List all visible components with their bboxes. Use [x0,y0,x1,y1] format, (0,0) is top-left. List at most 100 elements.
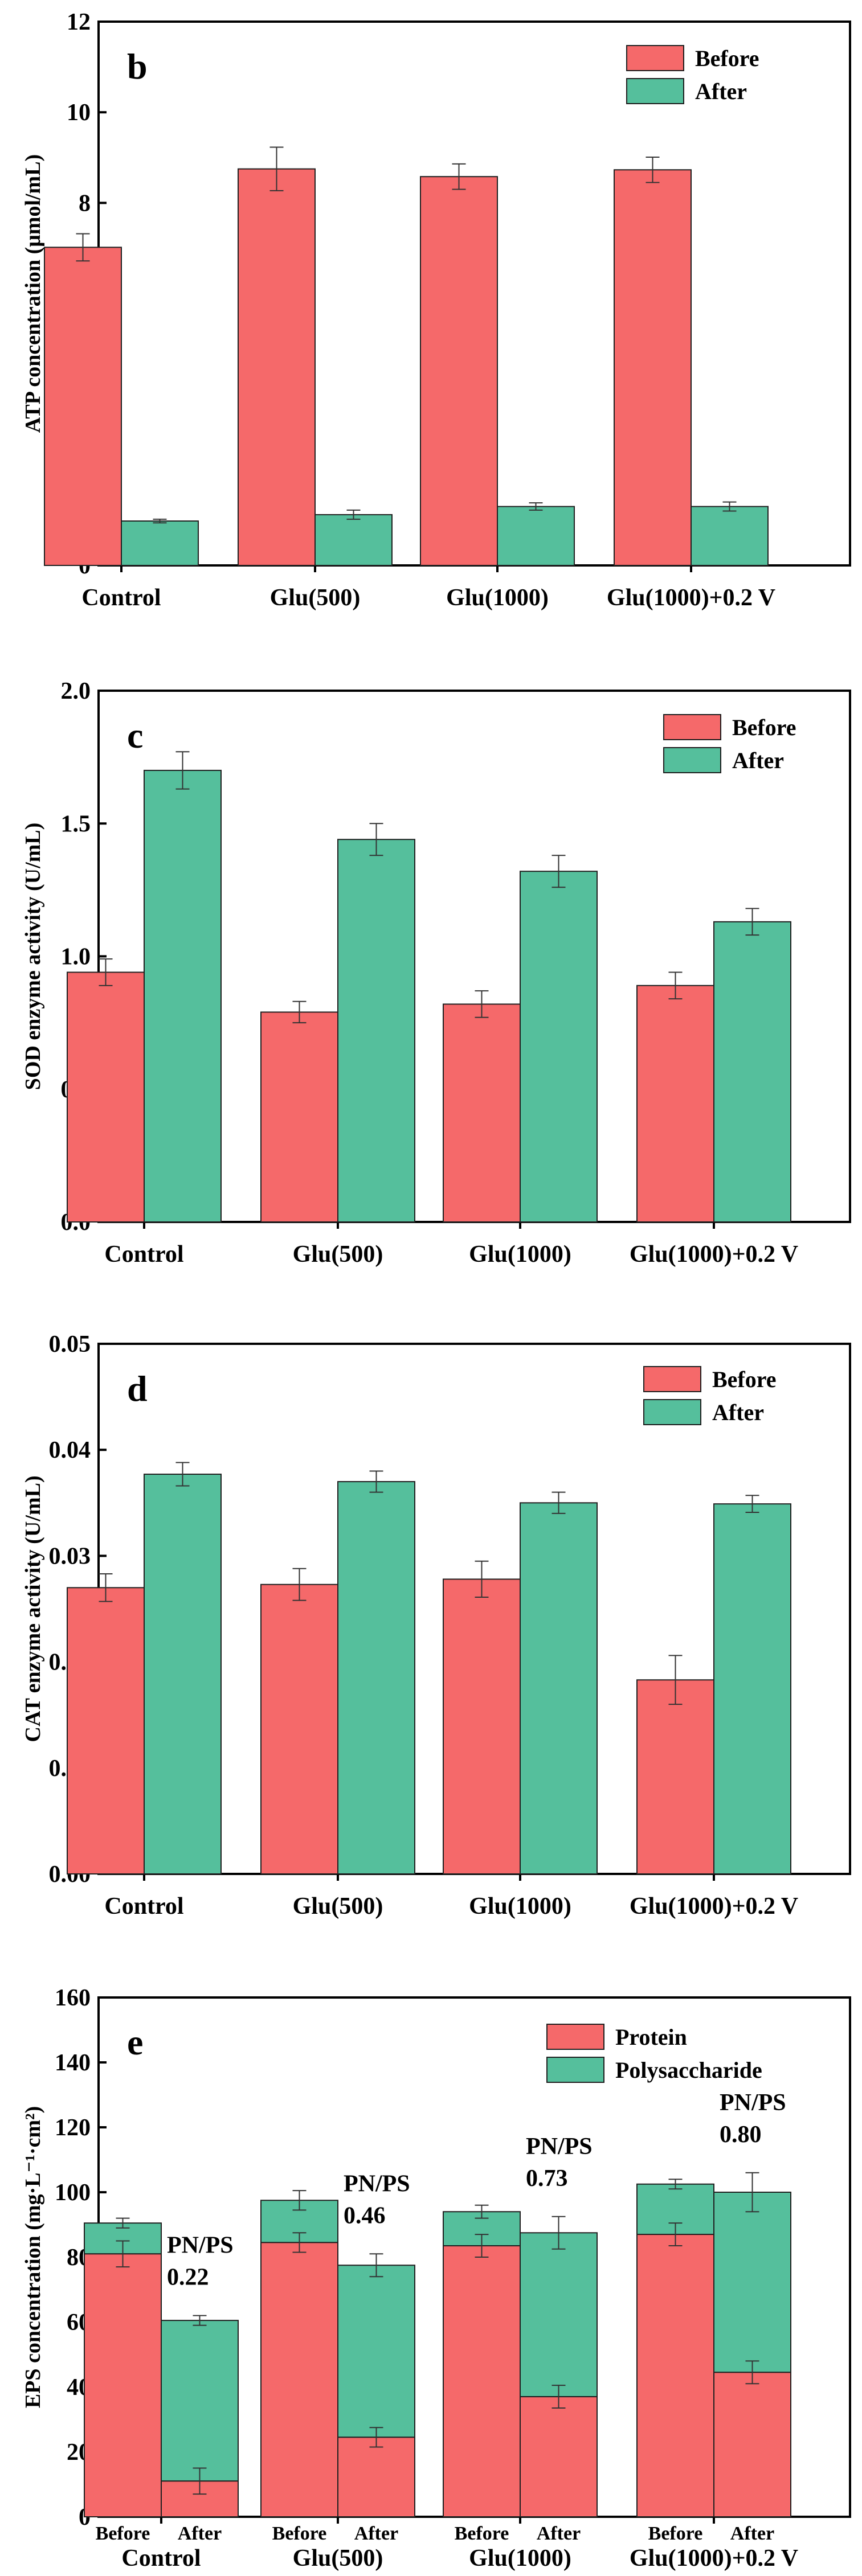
bar-before [443,1003,521,1223]
x-sub-label: Before [455,2523,509,2544]
x-category-label: Glu(1000) [446,585,549,611]
bar-polysaccharide-after [520,2232,598,2398]
bar-polysaccharide-after [337,2265,415,2438]
bar-before [636,1679,714,1874]
bar-polysaccharide-after [713,2192,791,2373]
y-tick-label: 2.0 [61,678,91,704]
bar-before [420,176,498,566]
x-category-label: Glu(500) [293,1241,383,1268]
y-axis-title: CAT enzyme activity (U/mL) [21,1475,45,1742]
bar-before [238,168,316,567]
y-tick-label: 0.03 [49,1543,91,1569]
legend-label: Before [732,715,796,740]
y-tick-label: 1.0 [61,944,91,970]
pn-ps-value: 0.73 [526,2165,568,2192]
bar-after [713,1503,791,1875]
x-category-label: Control [121,2545,201,2571]
x-category-label: Glu(500) [270,585,361,611]
legend-label: Before [695,46,759,71]
bar-before [614,169,692,566]
x-category-label: Glu(1000) [469,1241,571,1268]
y-tick-label: 1.5 [61,811,91,837]
x-category-label: Glu(1000)+0.2 V [630,2545,798,2571]
pn-ps-label: PN/PS [167,2233,234,2259]
x-sub-label: Before [272,2523,327,2544]
panel-letter: c [127,715,143,756]
bar-after [144,1474,222,1874]
bar-before [260,1011,338,1223]
x-category-label: Control [104,1893,183,1919]
bar-before [636,985,714,1223]
legend-swatch-before [626,45,684,71]
x-category-label: Control [104,1241,183,1268]
bar-protein-before [636,2234,714,2518]
legend-swatch-after [663,747,721,773]
bar-after [314,514,393,566]
bar-before [44,247,122,566]
y-tick-label: 0.05 [49,1331,91,1357]
y-tick-label: 8 [79,190,91,216]
bar-before [443,1578,521,1874]
y-axis-title: SOD enzyme activity (U/mL) [21,823,45,1090]
y-tick-label: 10 [67,100,91,126]
legend-label: After [732,748,784,773]
bar-protein-after [713,2372,791,2518]
legend-label: After [695,79,747,104]
legend-swatch-before [643,1366,701,1392]
bar-protein-after [520,2396,598,2518]
panel-letter: d [127,1368,148,1409]
x-category-label: Glu(1000) [469,1893,571,1919]
pn-ps-value: 0.80 [720,2122,762,2148]
y-tick-label: 160 [55,1985,91,2011]
x-sub-label: After [537,2523,581,2544]
x-category-label: Glu(1000)+0.2 V [630,1241,798,1268]
legend-label: After [712,1400,764,1425]
bar-after [713,921,791,1223]
bar-before [260,1584,338,1875]
panel-letter: b [127,46,148,87]
bar-protein-before [443,2245,521,2518]
x-sub-label: Before [648,2523,703,2544]
x-category-label: Glu(1000)+0.2 V [630,1893,798,1919]
pn-ps-value: 0.46 [344,2202,386,2229]
x-category-label: Glu(500) [293,2545,383,2571]
bar-before [67,971,145,1223]
pn-ps-label: PN/PS [344,2171,410,2197]
pn-ps-value: 0.22 [167,2265,209,2291]
x-category-label: Control [81,585,161,611]
chart-panel-b: 024681012ATP concentration (μmol/mL)bCon… [21,9,851,611]
bar-protein-before [84,2253,162,2518]
x-sub-label: After [354,2523,398,2544]
legend-swatch-polysaccharide [546,2057,604,2083]
legend-label: Protein [615,2024,687,2050]
bar-after [691,506,769,567]
x-sub-label: After [730,2523,774,2544]
legend-label: Before [712,1367,777,1392]
pn-ps-label: PN/PS [526,2134,593,2160]
bar-after [497,506,575,567]
y-tick-label: 140 [55,2050,91,2076]
bar-after [520,871,598,1223]
bar-before [67,1587,145,1874]
bar-after [337,1481,415,1875]
y-tick-label: 100 [55,2180,91,2206]
legend-swatch-protein [546,2024,604,2050]
legend-swatch-after [626,78,684,104]
pn-ps-label: PN/PS [720,2090,786,2116]
bar-protein-after [337,2436,415,2518]
legend-swatch-after [643,1399,701,1425]
bar-after [144,769,222,1223]
x-category-label: Glu(500) [293,1893,383,1919]
panel-letter: e [127,2022,143,2062]
y-tick-label: 12 [67,9,91,35]
bar-after [337,839,415,1223]
bar-after [121,520,199,567]
bar-protein-before [260,2242,338,2518]
x-category-label: Glu(1000)+0.2 V [607,585,775,611]
bar-polysaccharide-after [161,2320,239,2482]
x-category-label: Glu(1000) [469,2545,571,2571]
